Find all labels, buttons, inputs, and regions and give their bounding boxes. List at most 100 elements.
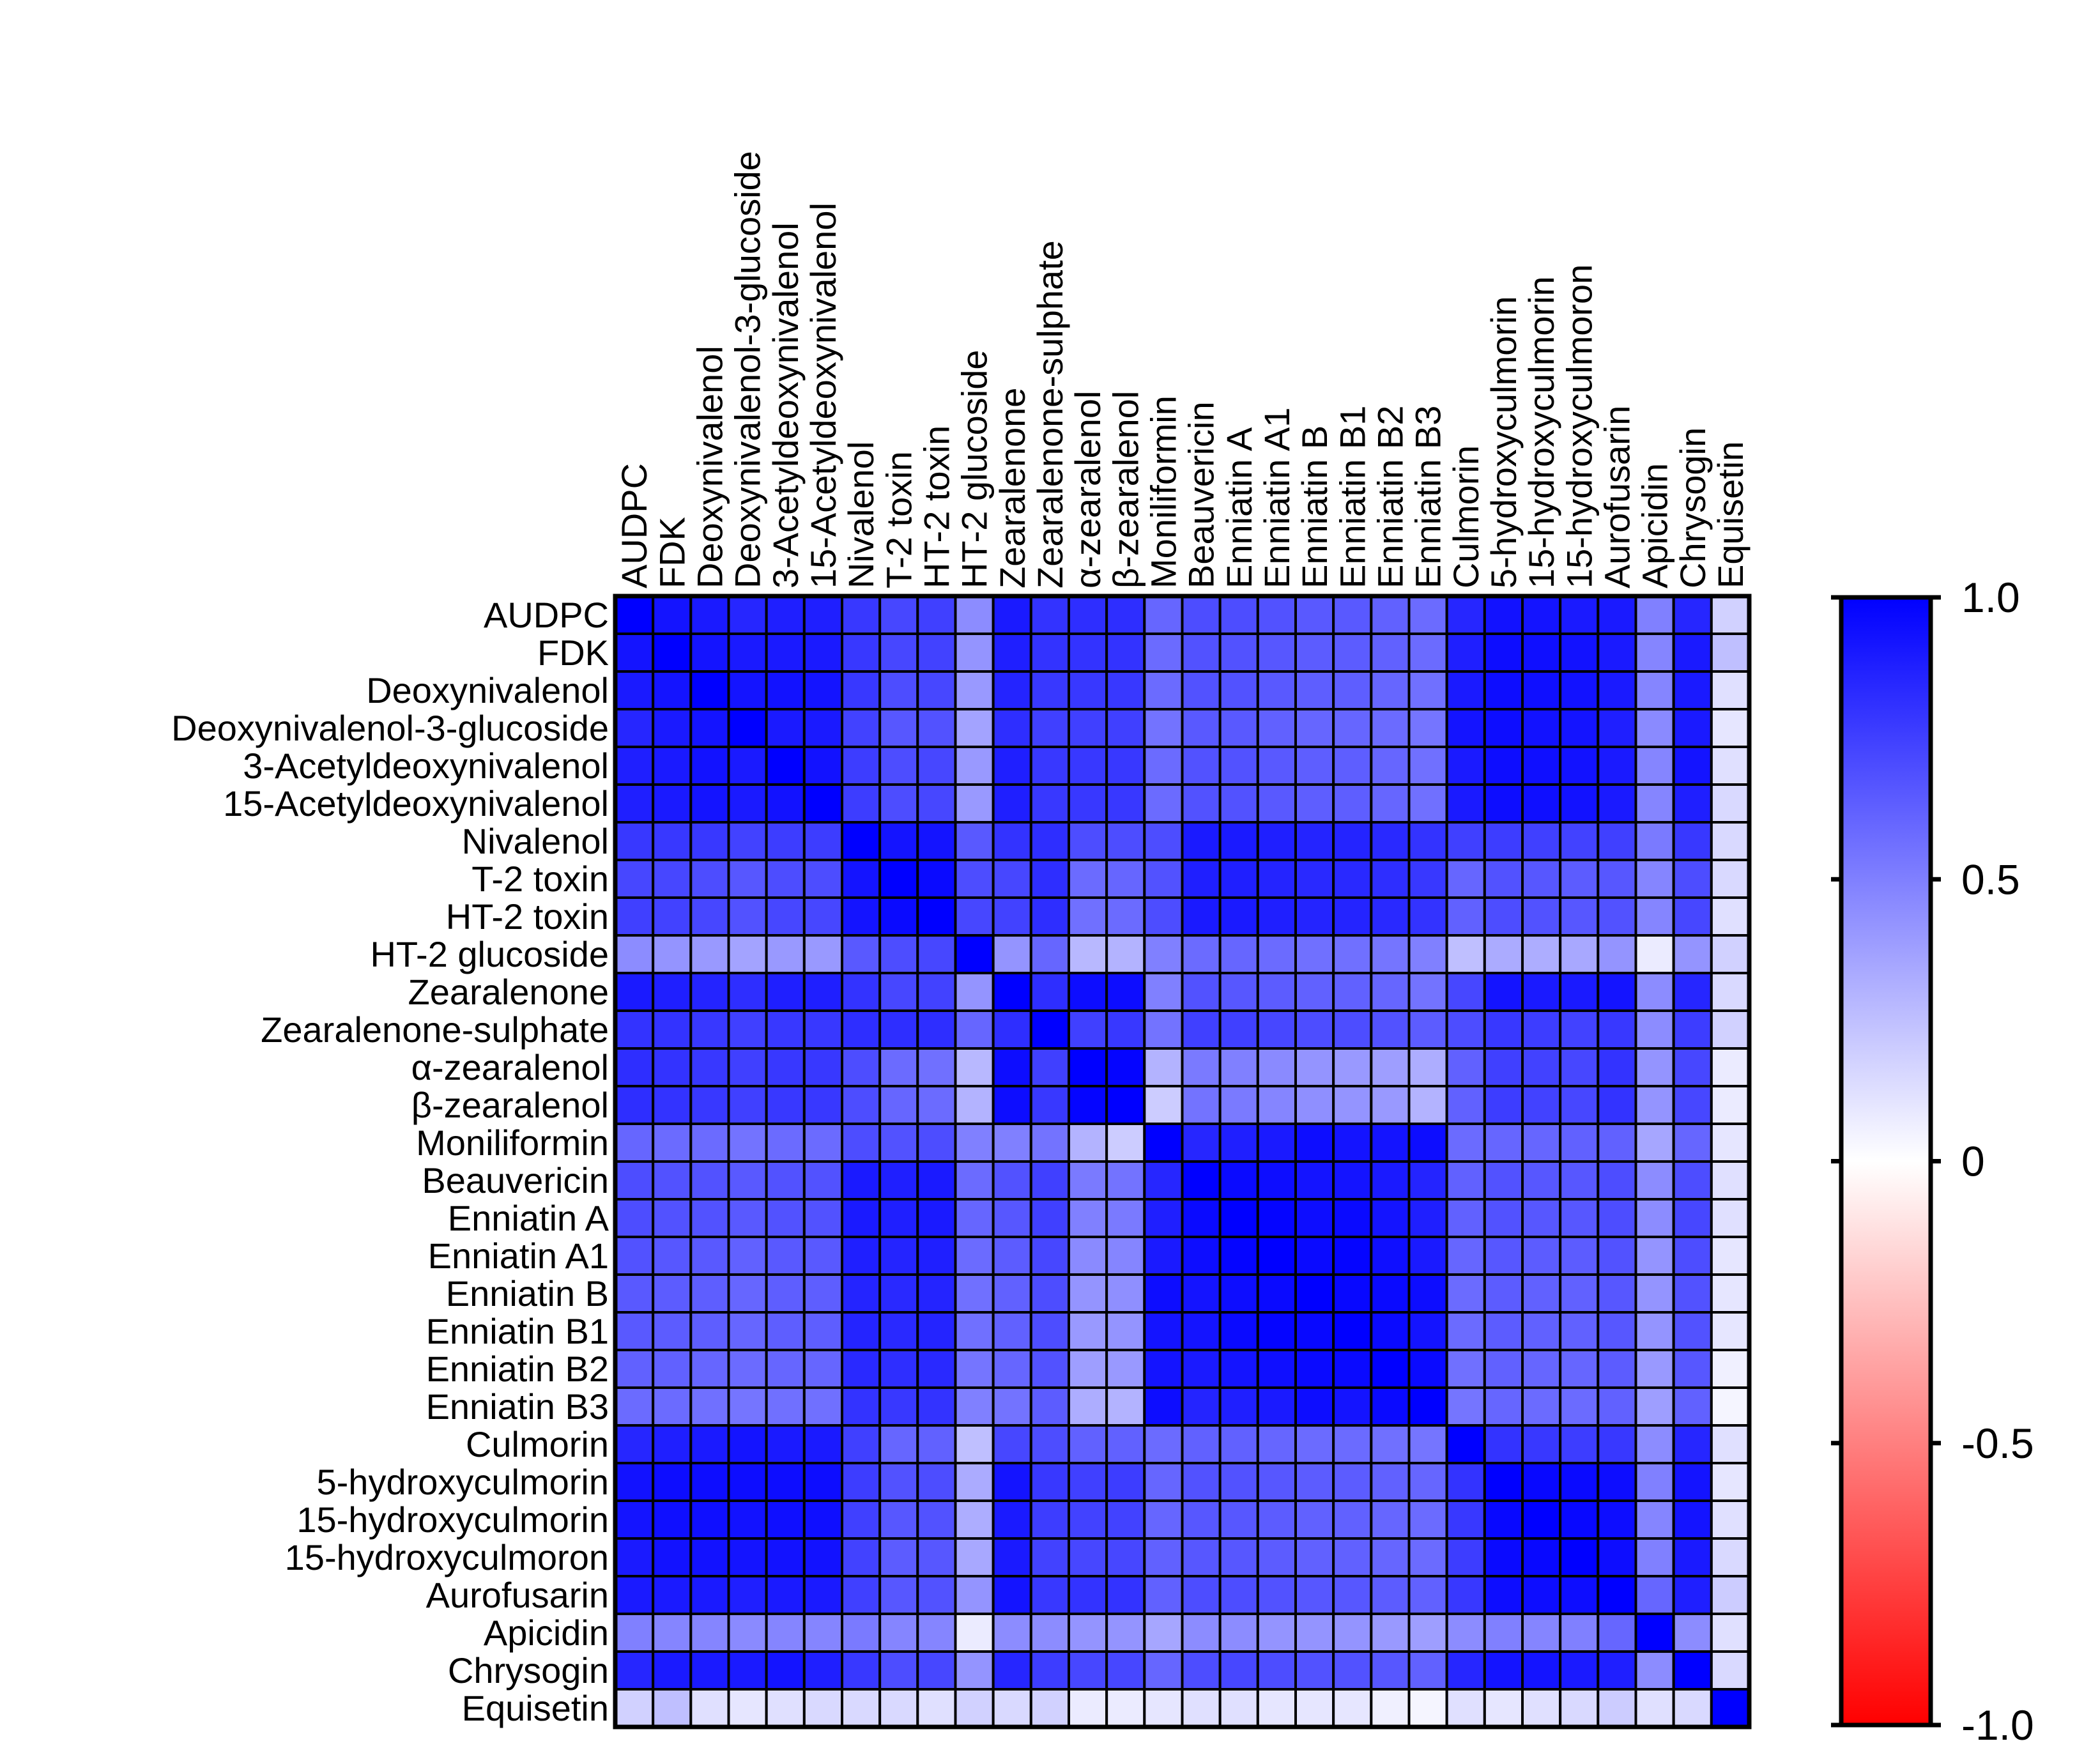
heatmap-cell (954, 1499, 995, 1540)
row-label: α-zearalenol (411, 1047, 609, 1087)
heatmap-cell (614, 821, 655, 861)
heatmap-cell (954, 1123, 995, 1163)
heatmap-cell (1105, 1123, 1146, 1163)
heatmap-cell (1294, 708, 1335, 748)
heatmap-cell (954, 1613, 995, 1653)
heatmap-cell (1105, 746, 1146, 786)
column-label: 15-hydroxyculmoron (1559, 265, 1599, 588)
heatmap-cell (765, 1386, 806, 1427)
heatmap-cell (1181, 1085, 1222, 1125)
heatmap-cell (1332, 1236, 1373, 1276)
heatmap-cell (1332, 1386, 1373, 1427)
heatmap-cell (689, 1198, 730, 1238)
heatmap-cell (1294, 670, 1335, 710)
heatmap-cell (802, 896, 843, 937)
heatmap-cell (1634, 1198, 1675, 1238)
heatmap-cell (1218, 1386, 1259, 1427)
heatmap-cell (1181, 1386, 1222, 1427)
heatmap-frame (613, 594, 1752, 1729)
heatmap-cell (916, 1273, 957, 1314)
heatmap-cell (878, 1575, 919, 1615)
heatmap-cell (765, 1424, 806, 1464)
heatmap-cell (1710, 1537, 1751, 1577)
heatmap-cell (1597, 821, 1637, 861)
heatmap-cell (1521, 1688, 1562, 1728)
heatmap-cell (1218, 821, 1259, 861)
heatmap-cell (1407, 1613, 1448, 1653)
heatmap-cell (1597, 896, 1637, 937)
heatmap-cell (1370, 1688, 1411, 1728)
heatmap-cell (1105, 1047, 1146, 1087)
heatmap-cell (1407, 1198, 1448, 1238)
heatmap-cell (1445, 1575, 1486, 1615)
heatmap-cell (1332, 821, 1373, 861)
heatmap-cell (1559, 934, 1600, 974)
heatmap-cell (689, 821, 730, 861)
heatmap-cell (614, 934, 655, 974)
heatmap-cell (1710, 972, 1751, 1012)
heatmap-cell (1407, 1236, 1448, 1276)
heatmap-cell (1370, 1273, 1411, 1314)
heatmap-cell (878, 670, 919, 710)
heatmap-cell (652, 633, 693, 673)
heatmap-cell (1294, 1311, 1335, 1351)
heatmap-cell (727, 670, 768, 710)
heatmap-cell (1256, 708, 1297, 748)
heatmap-cell (878, 1462, 919, 1502)
heatmap-cell (727, 1650, 768, 1691)
heatmap-cell (992, 1650, 1032, 1691)
heatmap-cell (841, 670, 882, 710)
heatmap-cell (1105, 1009, 1146, 1050)
heatmap-cell (1445, 1499, 1486, 1540)
heatmap-cell (1710, 1349, 1751, 1389)
heatmap-cell (802, 1198, 843, 1238)
heatmap-cell (802, 972, 843, 1012)
heatmap-cell (992, 1311, 1032, 1351)
heatmap-cell (802, 1273, 843, 1314)
heatmap-cell (1029, 1424, 1070, 1464)
heatmap-cell (1521, 1009, 1562, 1050)
heatmap-cell (802, 783, 843, 824)
heatmap-cell (1181, 746, 1222, 786)
heatmap-cell (727, 1462, 768, 1502)
heatmap-cell (1332, 1047, 1373, 1087)
heatmap-cell (765, 1311, 806, 1351)
heatmap-cell (1068, 1575, 1108, 1615)
heatmap-cell (1294, 595, 1335, 635)
heatmap-cell (1068, 972, 1108, 1012)
row-label: Nivalenol (462, 821, 609, 861)
heatmap-cell (878, 633, 919, 673)
heatmap-cell (1483, 1311, 1524, 1351)
heatmap-cell (992, 1009, 1032, 1050)
heatmap-cell (1672, 1613, 1713, 1653)
heatmap-cell (1105, 859, 1146, 899)
heatmap-cell (878, 1613, 919, 1653)
heatmap-cell (1672, 1462, 1713, 1502)
heatmap-cell (1294, 972, 1335, 1012)
heatmap-cell (1445, 1613, 1486, 1653)
row-label: Enniatin A (448, 1198, 609, 1238)
heatmap-cell (727, 1009, 768, 1050)
heatmap-cell (1559, 859, 1600, 899)
heatmap-cell (1521, 1424, 1562, 1464)
heatmap-cell (916, 1575, 957, 1615)
column-label: 3-Acetyldeoxynivalenol (765, 222, 806, 588)
heatmap-cell (1370, 1349, 1411, 1389)
heatmap-cell (802, 1424, 843, 1464)
heatmap-cell (1294, 1123, 1335, 1163)
heatmap-cell (689, 1688, 730, 1728)
heatmap-cell (1710, 896, 1751, 937)
heatmap-cell (992, 1047, 1032, 1087)
heatmap-cell (802, 1613, 843, 1653)
heatmap-cell (878, 896, 919, 937)
heatmap-cell (1068, 1009, 1108, 1050)
heatmap-cell (992, 1273, 1032, 1314)
heatmap-cell (727, 1198, 768, 1238)
heatmap-cell (1445, 746, 1486, 786)
heatmap-cell (954, 633, 995, 673)
heatmap-cell (1559, 1047, 1600, 1087)
heatmap-cell (1521, 1613, 1562, 1653)
heatmap-cell (652, 1386, 693, 1427)
heatmap-cell (1218, 934, 1259, 974)
heatmap-cell (1105, 1085, 1146, 1125)
